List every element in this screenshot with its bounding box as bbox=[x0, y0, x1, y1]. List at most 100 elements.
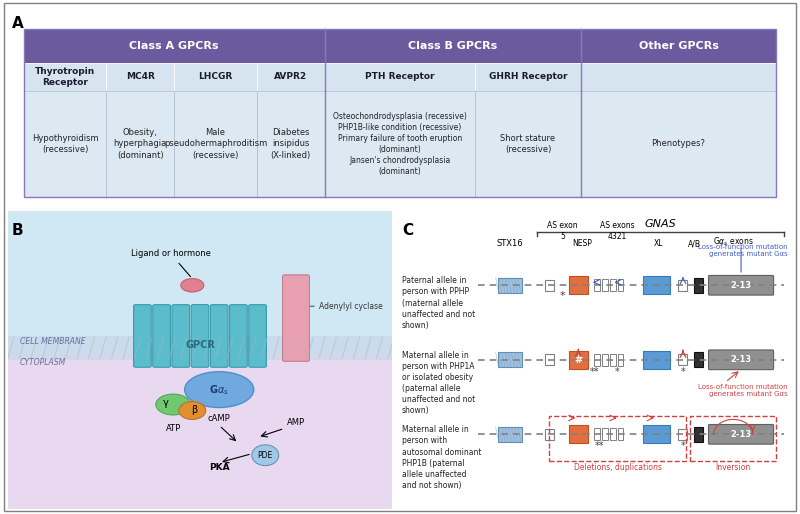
FancyBboxPatch shape bbox=[257, 63, 325, 91]
Text: Diabetes
insipidus
(X-linked): Diabetes insipidus (X-linked) bbox=[270, 128, 311, 159]
Text: AMP: AMP bbox=[287, 418, 305, 427]
FancyBboxPatch shape bbox=[618, 354, 623, 366]
FancyBboxPatch shape bbox=[610, 279, 616, 291]
Text: STX16: STX16 bbox=[497, 239, 523, 248]
FancyBboxPatch shape bbox=[325, 29, 581, 63]
FancyBboxPatch shape bbox=[643, 351, 670, 369]
Text: MC4R: MC4R bbox=[126, 72, 154, 82]
Text: *: * bbox=[681, 366, 686, 377]
Text: Deletions, duplications: Deletions, duplications bbox=[574, 463, 662, 472]
Text: LHCGR: LHCGR bbox=[198, 72, 233, 82]
Ellipse shape bbox=[179, 401, 206, 419]
Text: Thyrotropin
Receptor: Thyrotropin Receptor bbox=[35, 67, 95, 87]
FancyBboxPatch shape bbox=[678, 429, 687, 439]
Ellipse shape bbox=[156, 394, 190, 415]
Text: γ: γ bbox=[162, 398, 168, 408]
FancyBboxPatch shape bbox=[8, 211, 392, 354]
FancyBboxPatch shape bbox=[602, 354, 608, 366]
FancyBboxPatch shape bbox=[569, 426, 588, 443]
Ellipse shape bbox=[185, 372, 254, 408]
FancyBboxPatch shape bbox=[694, 278, 702, 293]
FancyBboxPatch shape bbox=[24, 63, 106, 91]
FancyBboxPatch shape bbox=[106, 63, 174, 91]
Text: PKA: PKA bbox=[209, 463, 230, 472]
Text: CYTOPLASM: CYTOPLASM bbox=[19, 358, 66, 368]
Text: XL: XL bbox=[654, 239, 663, 248]
FancyBboxPatch shape bbox=[8, 336, 392, 360]
Text: Loss-of-function mutation
generates mutant Gαs: Loss-of-function mutation generates muta… bbox=[698, 244, 788, 257]
FancyBboxPatch shape bbox=[643, 426, 670, 443]
FancyBboxPatch shape bbox=[545, 355, 554, 365]
FancyBboxPatch shape bbox=[678, 355, 687, 365]
FancyBboxPatch shape bbox=[709, 350, 774, 370]
FancyBboxPatch shape bbox=[569, 277, 588, 294]
FancyBboxPatch shape bbox=[153, 305, 170, 367]
FancyBboxPatch shape bbox=[643, 277, 670, 294]
FancyBboxPatch shape bbox=[594, 428, 600, 440]
Text: G$\alpha_s$: G$\alpha_s$ bbox=[210, 383, 229, 396]
Text: B: B bbox=[12, 223, 23, 237]
FancyBboxPatch shape bbox=[694, 353, 702, 367]
FancyBboxPatch shape bbox=[325, 63, 475, 91]
Text: #: # bbox=[574, 355, 582, 365]
FancyBboxPatch shape bbox=[594, 279, 600, 291]
FancyBboxPatch shape bbox=[498, 353, 522, 367]
Text: Hypothyroidism
(recessive): Hypothyroidism (recessive) bbox=[32, 134, 98, 154]
Text: Obesity,
hyperphagia
(dominant): Obesity, hyperphagia (dominant) bbox=[114, 128, 167, 159]
Text: CELL MEMBRANE: CELL MEMBRANE bbox=[19, 337, 85, 346]
FancyBboxPatch shape bbox=[602, 279, 608, 291]
Text: C: C bbox=[402, 223, 413, 237]
FancyBboxPatch shape bbox=[230, 305, 247, 367]
FancyBboxPatch shape bbox=[498, 427, 522, 442]
FancyBboxPatch shape bbox=[106, 91, 174, 197]
FancyBboxPatch shape bbox=[257, 91, 325, 197]
FancyBboxPatch shape bbox=[678, 280, 687, 290]
Text: Ligand or hormone: Ligand or hormone bbox=[131, 249, 210, 277]
Text: Class A GPCRs: Class A GPCRs bbox=[130, 41, 219, 51]
FancyBboxPatch shape bbox=[581, 29, 776, 63]
FancyBboxPatch shape bbox=[282, 275, 310, 361]
FancyBboxPatch shape bbox=[134, 305, 151, 367]
FancyBboxPatch shape bbox=[709, 276, 774, 295]
FancyBboxPatch shape bbox=[475, 91, 581, 197]
Text: **: ** bbox=[595, 441, 605, 451]
Text: Other GPCRs: Other GPCRs bbox=[638, 41, 718, 51]
FancyBboxPatch shape bbox=[594, 354, 600, 366]
FancyBboxPatch shape bbox=[210, 305, 228, 367]
Text: PTH Receptor: PTH Receptor bbox=[366, 72, 434, 82]
Text: Paternal allele in
person with PPHP
(maternal allele
unaffected and not
shown): Paternal allele in person with PPHP (mat… bbox=[402, 277, 475, 329]
FancyBboxPatch shape bbox=[498, 278, 522, 293]
FancyBboxPatch shape bbox=[545, 429, 554, 439]
Text: GNAS: GNAS bbox=[645, 218, 677, 229]
Text: 2-13: 2-13 bbox=[730, 281, 752, 290]
Text: Male
pseudohermaphroditism
(recessive): Male pseudohermaphroditism (recessive) bbox=[164, 128, 267, 159]
FancyBboxPatch shape bbox=[602, 428, 608, 440]
Text: **: ** bbox=[590, 366, 598, 377]
Text: 2-13: 2-13 bbox=[730, 430, 752, 439]
FancyBboxPatch shape bbox=[174, 63, 257, 91]
FancyBboxPatch shape bbox=[694, 427, 702, 442]
Text: NESP: NESP bbox=[572, 239, 592, 248]
FancyBboxPatch shape bbox=[24, 29, 325, 63]
FancyBboxPatch shape bbox=[191, 305, 209, 367]
Text: *: * bbox=[681, 441, 686, 451]
Text: GPCR: GPCR bbox=[185, 340, 215, 350]
Text: AS exon
5: AS exon 5 bbox=[547, 221, 578, 241]
Text: *: * bbox=[560, 291, 566, 301]
Text: Inversion: Inversion bbox=[715, 463, 751, 472]
FancyBboxPatch shape bbox=[581, 91, 776, 197]
FancyBboxPatch shape bbox=[581, 63, 776, 91]
Ellipse shape bbox=[181, 279, 204, 292]
FancyBboxPatch shape bbox=[618, 279, 623, 291]
Text: 2-13: 2-13 bbox=[730, 355, 752, 364]
FancyBboxPatch shape bbox=[24, 91, 106, 197]
FancyBboxPatch shape bbox=[174, 91, 257, 197]
Text: *: * bbox=[615, 366, 620, 377]
FancyBboxPatch shape bbox=[610, 428, 616, 440]
FancyBboxPatch shape bbox=[249, 305, 266, 367]
Text: β: β bbox=[191, 406, 198, 415]
Text: Short stature
(recessive): Short stature (recessive) bbox=[500, 134, 555, 154]
Text: AS exons
4321: AS exons 4321 bbox=[600, 221, 635, 241]
FancyBboxPatch shape bbox=[475, 63, 581, 91]
Text: Class B GPCRs: Class B GPCRs bbox=[408, 41, 498, 51]
